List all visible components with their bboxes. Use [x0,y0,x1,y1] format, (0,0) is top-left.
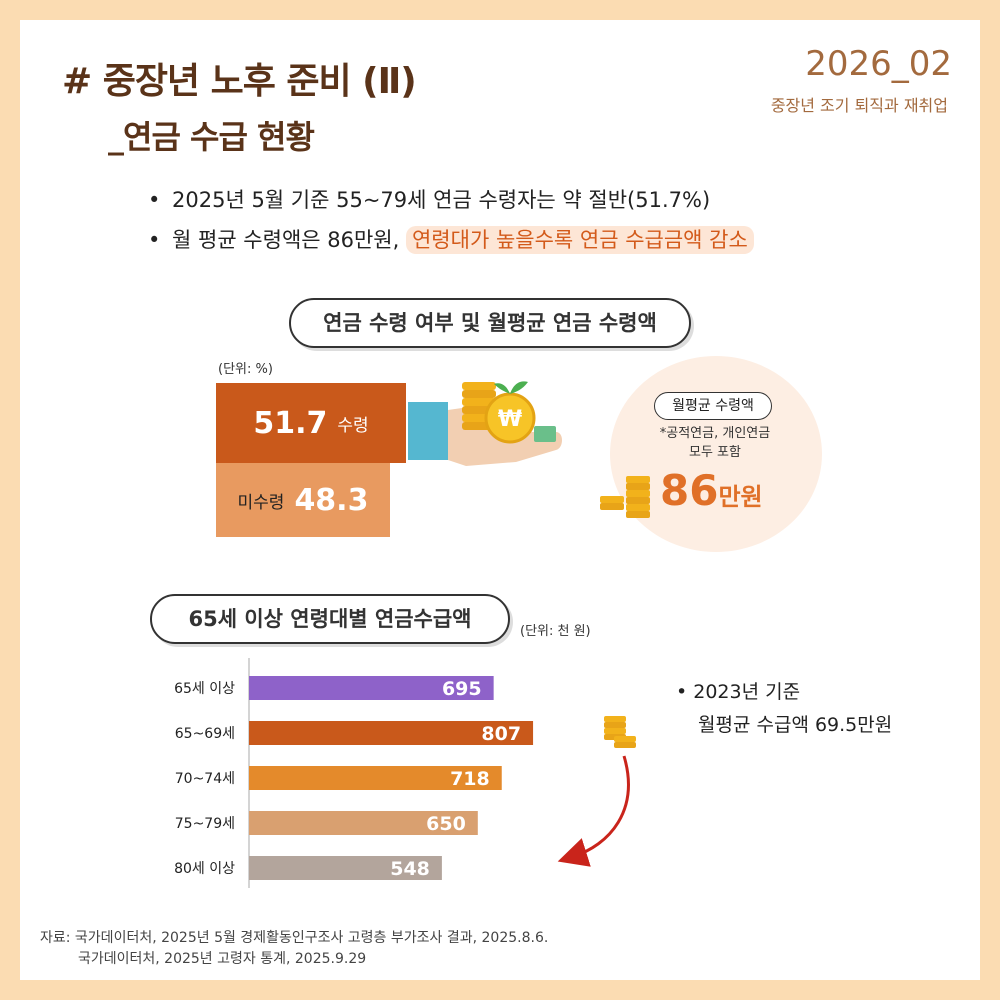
section2-title: 65세 이상 연령대별 연금수급액 [150,594,510,644]
received-label: 수령 [337,415,369,436]
issue-topic: 중장년 조기 퇴직과 재취업 [770,96,948,115]
won-symbol-icon: ₩ [498,407,522,432]
bullet-highlight: 연령대가 높을수록 연금 수급금액 감소 [405,226,754,254]
source-line: 자료: 국가데이터처, 2025년 5월 경제활동인구조사 고령층 부가조사 결… [40,930,549,946]
bar-value-label: 695 [442,678,482,700]
category-label: 75~79세 [175,816,235,832]
bar-3 [249,811,478,835]
section2-note-line: • 2023년 기준 [676,681,801,703]
avg-amount-badge [610,356,822,552]
bullet-text: 2025년 5월 기준 55~79세 연금 수령자는 약 절반(51.7%) [172,188,711,212]
not-received-block: 미수령 48.3 [216,463,390,537]
category-label: 65~69세 [175,726,235,742]
summary-bullet: • 월 평균 수령액은 86만원, 연령대가 높을수록 연금 수급금액 감소 [148,220,754,260]
category-label: 80세 이상 [174,861,235,877]
bar-1 [249,721,534,745]
bar-value-label: 807 [481,723,521,745]
section2-note: • 2023년 기준 월평균 수급액 69.5만원 [676,676,892,742]
section2-note-text: 월평균 수급액 69.5만원 [698,714,893,736]
avg-amount-unit: 만원 [718,483,763,511]
bar-value-label: 650 [426,813,466,835]
summary-bullet: • 2025년 5월 기준 55~79세 연금 수령자는 약 절반(51.7%) [148,188,711,212]
infographic-card [20,20,980,980]
received-block: 51.7 수령 [216,383,406,463]
category-label: 70~74세 [175,771,235,787]
not-received-label: 미수령 [237,492,285,513]
coins-stack-icon [604,716,636,748]
summary-bullets: • 2025년 5월 기준 55~79세 연금 수령자는 약 절반(51.7%) … [148,180,754,260]
sleeve-shape [408,402,448,460]
bar-4 [249,856,442,880]
bar-value-label: 718 [450,768,490,790]
bar-0 [249,676,494,700]
avg-note-line: *공적연금, 개인연금 [659,426,771,441]
category-label: 65세 이상 [174,681,235,697]
sprout-icon [494,381,528,394]
avg-amount-value: 86 [660,466,719,515]
page-subtitle: _연금 수급 현황 [108,118,315,156]
banknote-icon [534,426,556,442]
avg-amount-pill: 월평균 수령액 [654,392,772,420]
hand-coins-illustration: ₩ [408,381,562,466]
source-line: 국가데이터처, 2025년 고령자 통계, 2025.9.29 [78,951,367,967]
not-received-value: 48.3 [294,482,369,518]
section2-unit: (단위: 천 원) [520,624,591,639]
section2-note-line: 월평균 수급액 69.5만원 [676,709,892,742]
section2-note-text: 2023년 기준 [693,681,801,703]
section1-title: 연금 수령 여부 및 월평균 연금 수령액 [289,298,691,348]
avg-note-line: 모두 포함 [689,445,741,460]
gold-coins-icon [600,476,650,518]
issue-number: 2026_02 [805,44,952,84]
decrease-arrow-icon [557,755,630,867]
bullet-text: 월 평균 수령액은 86만원, [172,228,406,252]
page-title: # 중장년 노후 준비 (Ⅱ) [62,61,417,102]
bar-2 [249,766,502,790]
avg-amount-note: *공적연금, 개인연금 모두 포함 [628,424,802,462]
section1-unit: (단위: %) [218,362,273,377]
source-note: 자료: 국가데이터처, 2025년 5월 경제활동인구조사 고령층 부가조사 결… [40,928,548,970]
received-value: 51.7 [253,405,328,441]
avg-amount: 86만원 [660,466,763,515]
bars-group: 65세 이상 695 65~69세 807 70~74세 718 75~79세 650 80세 … [174,676,534,880]
bar-value-label: 548 [390,858,430,880]
